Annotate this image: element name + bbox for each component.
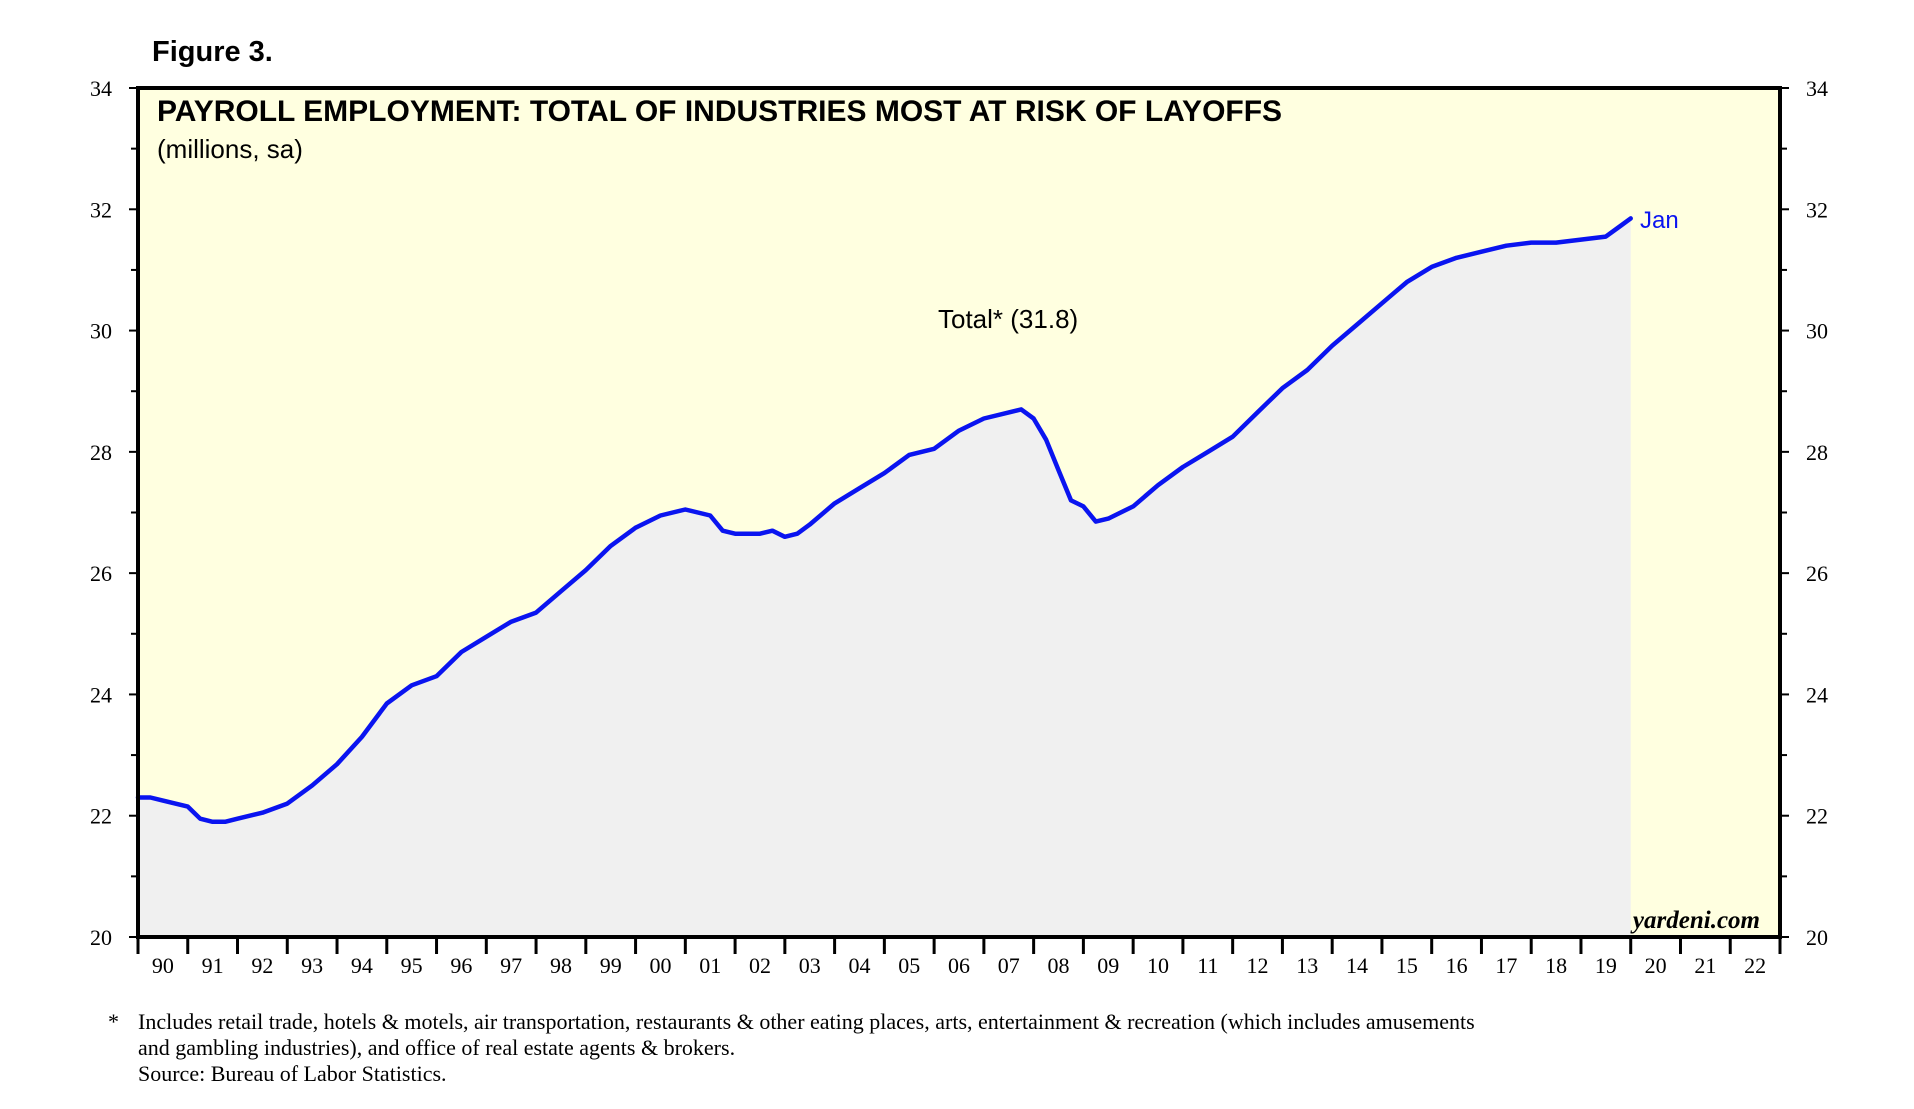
x-tick-label: 00 — [649, 953, 671, 978]
end-point-label: Jan — [1640, 207, 1679, 234]
x-tick-label: 13 — [1296, 953, 1318, 978]
y-tick-labels-left: 20 22 24 26 28 30 32 34 — [90, 76, 112, 950]
x-tick-label: 02 — [749, 953, 771, 978]
plot-frame — [136, 86, 1782, 939]
y-tick-label: 34 — [1806, 76, 1828, 101]
x-tick-label: 07 — [998, 953, 1020, 978]
chart-subtitle: (millions, sa) — [157, 134, 303, 164]
x-tick-label: 16 — [1446, 953, 1468, 978]
x-tick-label: 18 — [1545, 953, 1567, 978]
x-tick-label: 11 — [1197, 953, 1218, 978]
footnote-marker: * — [108, 1009, 119, 1034]
x-tick-label: 14 — [1346, 953, 1368, 978]
y-tick-label: 28 — [90, 440, 112, 465]
x-tick-label: 06 — [948, 953, 970, 978]
x-tick-label: 90 — [152, 953, 174, 978]
series-annotation: Total* (31.8) — [938, 304, 1078, 334]
x-tick-label: 97 — [500, 953, 522, 978]
y-tick-label: 32 — [1806, 197, 1828, 222]
footnote-line-2: and gambling industries), and office of … — [138, 1035, 736, 1060]
x-tick-label: 17 — [1495, 953, 1517, 978]
y-tick-label: 28 — [1806, 440, 1828, 465]
x-tick-label: 09 — [1097, 953, 1119, 978]
y-tick-label: 30 — [90, 319, 112, 344]
y-tick-label: 24 — [90, 682, 112, 707]
x-tick-label: 93 — [301, 953, 323, 978]
x-tick-label: 94 — [351, 953, 373, 978]
chart-title: PAYROLL EMPLOYMENT: TOTAL OF INDUSTRIES … — [157, 95, 1282, 128]
x-tick-label: 95 — [401, 953, 423, 978]
footnote: * Includes retail trade, hotels & motels… — [108, 1009, 1828, 1087]
y-tick-label: 30 — [1806, 319, 1828, 344]
y-tick-label: 32 — [90, 197, 112, 222]
x-tick-label: 96 — [450, 953, 472, 978]
y-tick-labels-right: 20 22 24 26 28 30 32 34 — [1806, 76, 1828, 950]
x-tick-label: 99 — [600, 953, 622, 978]
x-tick-label: 10 — [1147, 953, 1169, 978]
series-area-fill — [138, 218, 1631, 937]
x-tick-label: 98 — [550, 953, 572, 978]
x-tick-label: 15 — [1396, 953, 1418, 978]
x-tick-label: 92 — [251, 953, 273, 978]
x-tick-label: 04 — [848, 953, 870, 978]
y-tick-label: 26 — [90, 561, 112, 586]
x-tick-label: 20 — [1645, 953, 1667, 978]
footnote-line-1: Includes retail trade, hotels & motels, … — [138, 1009, 1475, 1034]
figure-label: Figure 3. — [152, 36, 273, 68]
x-tick-label: 12 — [1247, 953, 1269, 978]
series-line-total — [135, 216, 1633, 825]
x-tick-label: 21 — [1694, 953, 1716, 978]
y-tick-label: 22 — [90, 804, 112, 829]
y-tick-label: 24 — [1806, 682, 1828, 707]
y-tick-label: 20 — [90, 925, 112, 950]
x-tick-label: 22 — [1744, 953, 1766, 978]
footnote-source: Source: Bureau of Labor Statistics. — [138, 1061, 447, 1086]
x-tick-label: 03 — [799, 953, 821, 978]
x-tick-label: 91 — [202, 953, 224, 978]
y-tick-label: 34 — [90, 76, 112, 101]
x-tick-labels: 90 91 92 93 94 95 96 97 98 99 00 01 02 03 04 05 06 07 08 09… — [152, 953, 1766, 978]
y-tick-label: 20 — [1806, 925, 1828, 950]
x-tick-label: 19 — [1595, 953, 1617, 978]
x-tick-label: 05 — [898, 953, 920, 978]
x-tick-label: 08 — [1048, 953, 1070, 978]
watermark: yardeni.com — [1630, 907, 1760, 934]
y-tick-label: 22 — [1806, 804, 1828, 829]
x-tick-label: 01 — [699, 953, 721, 978]
y-tick-label: 26 — [1806, 561, 1828, 586]
